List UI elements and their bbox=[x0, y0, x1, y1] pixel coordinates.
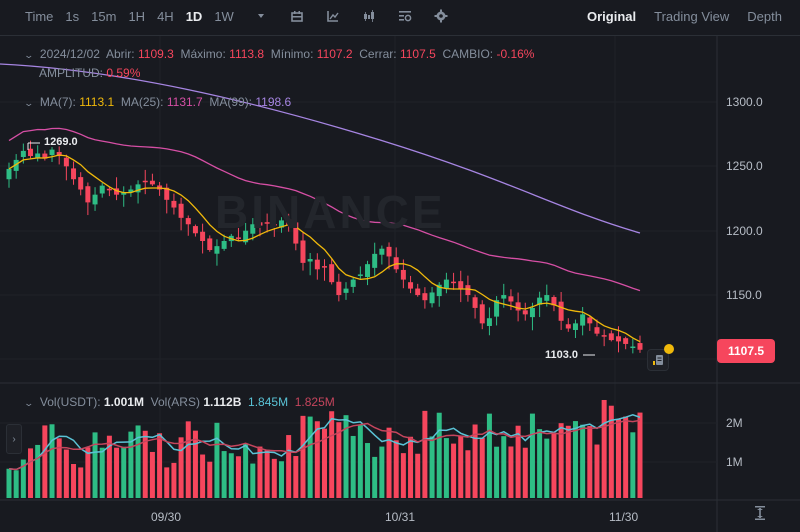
amplitude-label: AMPLITUD: bbox=[39, 66, 104, 80]
chevron-right-icon: › bbox=[12, 433, 16, 445]
notes-icon bbox=[653, 355, 663, 365]
volume-legend: ⌄ Vol(USDT): 1.001M Vol(ARS) 1.112B 1.84… bbox=[23, 395, 335, 409]
collapse-chevron-icon[interactable]: ⌄ bbox=[23, 50, 35, 60]
ma7-label: MA(7): bbox=[39, 95, 76, 109]
interval-1s[interactable]: 1s bbox=[65, 8, 80, 24]
high-value: 1113.8 bbox=[229, 47, 265, 61]
toolbar-divider bbox=[0, 35, 800, 36]
change-value: -0.16% bbox=[496, 47, 535, 61]
ma-legend: ⌄ MA(7): 1113.1 MA(25): 1131.7 MA(99): 1… bbox=[23, 95, 292, 109]
interval-1d[interactable]: 1D bbox=[185, 8, 203, 24]
low-marker-label: 1103.0 bbox=[545, 349, 579, 361]
ohlc-legend: ⌄ 2024/12/02 Abrir: 1109.3 Máximo: 1113.… bbox=[23, 47, 535, 61]
view-tabs: Original Trading View Depth bbox=[569, 0, 782, 32]
vol-ma2-value: 1.825M bbox=[294, 395, 335, 409]
close-label: Cerrar: bbox=[359, 47, 397, 61]
notification-dot bbox=[664, 344, 674, 354]
date-tick: 10/31 bbox=[385, 510, 416, 524]
ma99-label: MA(99): bbox=[209, 95, 253, 109]
auto-scale-button[interactable] bbox=[752, 504, 768, 522]
ohlc-date: 2024/12/02 bbox=[39, 47, 100, 61]
dropdown-caret-icon[interactable] bbox=[254, 9, 268, 23]
ma7-value: 1113.1 bbox=[79, 95, 115, 109]
indicator-chart-icon[interactable] bbox=[326, 9, 340, 23]
interval-1w[interactable]: 1W bbox=[214, 8, 234, 24]
ma25-value: 1131.7 bbox=[166, 95, 203, 109]
vol-ars-value: 1.112B bbox=[203, 395, 242, 409]
amplitude-value: 0.59% bbox=[106, 66, 141, 80]
auto-scale-icon bbox=[755, 506, 765, 520]
change-label: CAMBIO: bbox=[442, 47, 494, 61]
open-label: Abrir: bbox=[105, 47, 135, 61]
tab-trading-view[interactable]: Trading View bbox=[654, 8, 730, 24]
collapse-chevron-icon[interactable]: ⌄ bbox=[23, 398, 35, 408]
tab-original[interactable]: Original bbox=[587, 8, 637, 24]
high-label: Máximo: bbox=[180, 47, 226, 61]
high-marker-label: 1269.0 bbox=[44, 136, 78, 148]
low-value: 1107.2 bbox=[316, 47, 353, 61]
ma99-value: 1198.6 bbox=[255, 95, 292, 109]
expand-panel-button[interactable]: › bbox=[6, 424, 22, 454]
interval-4h[interactable]: 4H bbox=[157, 8, 174, 24]
interval-1h[interactable]: 1H bbox=[128, 8, 146, 24]
display-settings-icon[interactable] bbox=[398, 9, 412, 23]
price-tick: 1250.0 bbox=[726, 159, 763, 173]
vol-usdt-label: Vol(USDT): bbox=[39, 395, 101, 409]
vol-ma1-value: 1.845M bbox=[248, 395, 289, 409]
volume-tick: 1M bbox=[726, 455, 743, 469]
amplitude-legend: AMPLITUD: 0.59% bbox=[39, 66, 140, 80]
gear-icon[interactable] bbox=[434, 9, 448, 23]
vol-ars-label: Vol(ARS) bbox=[150, 395, 200, 409]
binance-watermark: BINANCE bbox=[215, 186, 446, 238]
price-tick: 1150.0 bbox=[726, 288, 762, 302]
date-tick: 11/30 bbox=[609, 510, 639, 524]
interval-time[interactable]: Time bbox=[25, 8, 54, 24]
collapse-chevron-icon[interactable]: ⌄ bbox=[23, 98, 35, 108]
ma25-label: MA(25): bbox=[120, 95, 164, 109]
price-tick: 1300.0 bbox=[726, 95, 763, 109]
volume-tick: 2M bbox=[726, 416, 743, 430]
candlestick-type-icon[interactable] bbox=[362, 9, 376, 23]
vol-usdt-value: 1.001M bbox=[103, 395, 144, 409]
calendar-icon[interactable] bbox=[290, 9, 304, 23]
current-price-tag: 1107.5 bbox=[717, 339, 775, 363]
low-label: Mínimo: bbox=[270, 47, 314, 61]
chart-toolbar: Time 1s 15m 1H 4H 1D 1W Original Trading… bbox=[0, 0, 800, 32]
date-tick: 09/30 bbox=[151, 510, 182, 524]
interval-15m[interactable]: 15m bbox=[91, 8, 117, 24]
close-value: 1107.5 bbox=[399, 47, 436, 61]
open-value: 1109.3 bbox=[137, 47, 174, 61]
notes-button[interactable] bbox=[647, 349, 669, 371]
tab-depth[interactable]: Depth bbox=[747, 8, 782, 24]
price-tick: 1200.0 bbox=[726, 224, 763, 238]
